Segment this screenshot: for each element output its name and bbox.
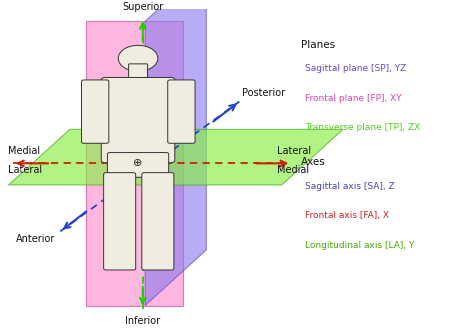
Text: Frontal axis [FA], X: Frontal axis [FA], X xyxy=(305,211,389,220)
Text: Axes: Axes xyxy=(301,157,325,167)
FancyBboxPatch shape xyxy=(128,64,147,84)
Text: Posterior: Posterior xyxy=(242,89,285,98)
FancyBboxPatch shape xyxy=(101,77,175,163)
Text: Medial: Medial xyxy=(277,165,309,175)
Text: Sagittal axis [SA], Z: Sagittal axis [SA], Z xyxy=(305,182,395,191)
Text: Inferior: Inferior xyxy=(125,316,160,326)
Text: Frontal plane [FP], XY: Frontal plane [FP], XY xyxy=(305,94,402,103)
Text: Longitudinal axis [LA], Y: Longitudinal axis [LA], Y xyxy=(305,241,415,250)
Text: Anterior: Anterior xyxy=(16,235,55,244)
FancyBboxPatch shape xyxy=(168,80,195,143)
Text: Transverse plane [TP], ZX: Transverse plane [TP], ZX xyxy=(305,123,420,132)
Text: Superior: Superior xyxy=(122,2,164,12)
FancyBboxPatch shape xyxy=(108,153,169,177)
Polygon shape xyxy=(145,0,206,305)
FancyBboxPatch shape xyxy=(104,173,136,270)
FancyBboxPatch shape xyxy=(142,173,174,270)
Circle shape xyxy=(118,45,158,71)
Text: Sagittal plane [SP], YZ: Sagittal plane [SP], YZ xyxy=(305,65,407,73)
Polygon shape xyxy=(9,129,343,185)
Text: Medial: Medial xyxy=(9,146,41,156)
Text: Lateral: Lateral xyxy=(9,165,43,175)
Text: Planes: Planes xyxy=(301,40,335,50)
Text: ⊕: ⊕ xyxy=(133,158,143,168)
FancyBboxPatch shape xyxy=(82,80,109,143)
Text: Lateral: Lateral xyxy=(277,146,311,156)
Polygon shape xyxy=(86,21,183,305)
